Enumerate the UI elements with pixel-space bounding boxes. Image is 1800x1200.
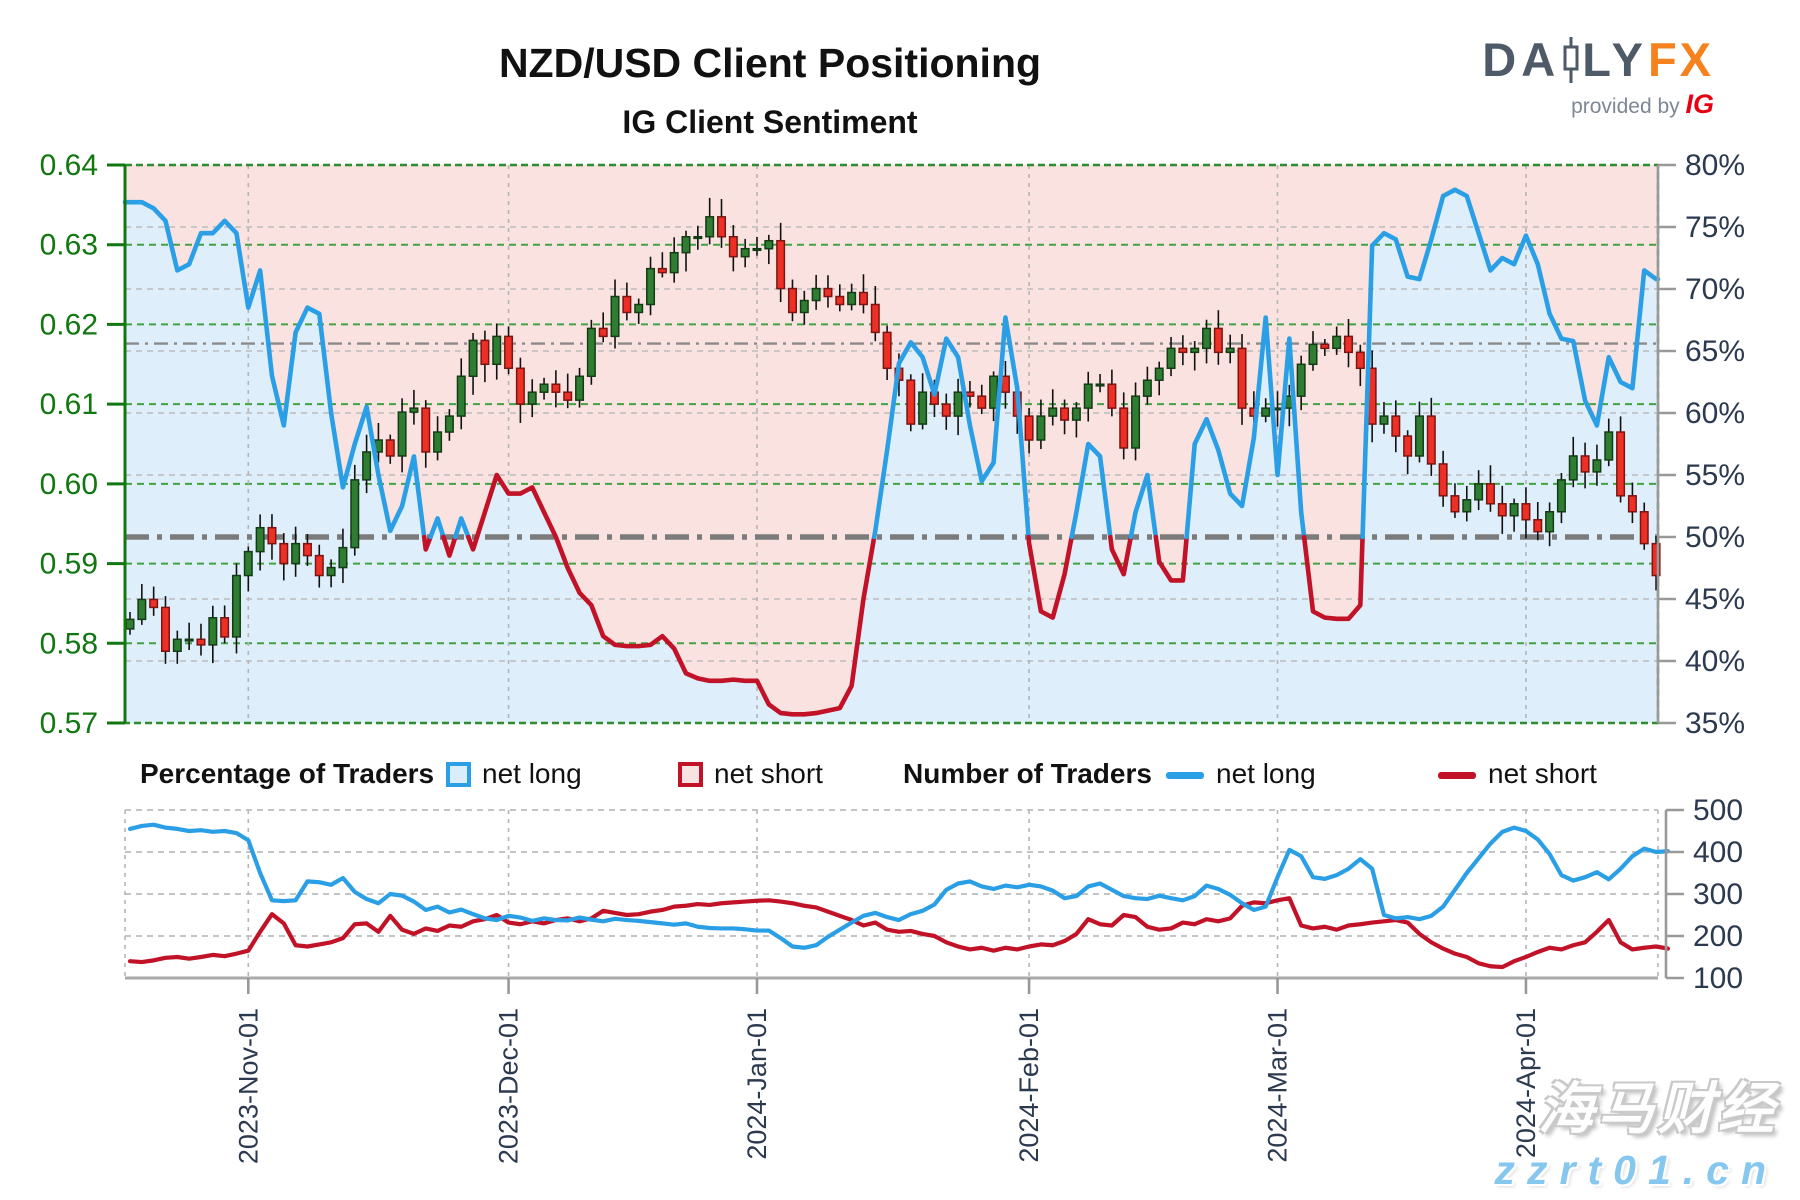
svg-text:40%: 40% [1685,645,1745,678]
price-axis-left: 0.57 0.58 0.59 0.60 0.61 0.62 0.63 0.64 [40,149,127,740]
svg-text:2023-Nov-01: 2023-Nov-01 [233,1008,263,1164]
logo-fx-text: FX [1647,33,1714,86]
svg-text:0.61: 0.61 [40,388,98,421]
svg-text:0.63: 0.63 [40,229,98,262]
count-net-long-label: net long [1216,758,1316,789]
count-net-short-swatch [1438,772,1476,779]
svg-text:2024-Mar-01: 2024-Mar-01 [1263,1008,1293,1163]
logo-provided-by: provided by IG [1482,91,1714,118]
svg-text:35%: 35% [1685,707,1745,740]
candlesticks [125,197,1661,664]
logo-candlestick-icon [1563,36,1579,83]
svg-text:400: 400 [1693,836,1743,869]
svg-text:80%: 80% [1685,149,1745,182]
svg-text:45%: 45% [1685,583,1745,616]
watermark-brand: 海马财经 [1538,1077,1778,1140]
svg-text:0.58: 0.58 [40,627,98,660]
svg-text:55%: 55% [1685,459,1745,492]
logo-da-text: DA [1482,33,1561,86]
svg-text:70%: 70% [1685,273,1745,306]
svg-text:100: 100 [1693,962,1743,995]
legend-pct-header: Percentage of Traders [140,758,435,789]
svg-text:2024-Apr-01: 2024-Apr-01 [1511,1008,1541,1158]
chart-subtitle: IG Client Sentiment [622,104,918,140]
logo-wordmark: DA LY FX [1482,36,1714,83]
svg-text:500: 500 [1693,794,1743,827]
pct-axis-right: 35% 40% 45% 50% 55% 60% 65% 70% 75% 80% [1656,149,1745,740]
svg-text:65%: 65% [1685,335,1745,368]
watermark-url: zzrt01.cn [1494,1147,1778,1193]
svg-text:50%: 50% [1685,521,1745,554]
logo-ig-text: IG [1685,89,1714,119]
legend-count-header: Number of Traders [903,758,1152,789]
net-long-count-line [127,822,1671,950]
logo-ly-text: LY [1582,33,1648,86]
svg-text:0.64: 0.64 [40,149,98,182]
svg-text:0.57: 0.57 [40,707,98,740]
svg-text:60%: 60% [1685,397,1745,430]
net-long-pct-line [122,187,1661,717]
dailyfx-logo: DA LY FX provided by IG [1482,36,1714,118]
pct-net-short-label: net short [714,758,823,789]
pct-net-short-swatch [678,762,703,787]
page-title: NZD/USD Client Positioning [498,40,1042,86]
net-short-count-line [127,896,1671,970]
count-net-short-label: net short [1488,758,1597,789]
count-net-long-swatch [1166,772,1204,779]
svg-text:2024-Jan-01: 2024-Jan-01 [742,1008,772,1160]
provided-by-text: provided by [1571,95,1680,118]
svg-text:200: 200 [1693,920,1743,953]
svg-text:0.62: 0.62 [40,308,98,341]
trader-count-panel [124,809,1671,980]
count-axis-right: 100 200 300 400 500 [1664,794,1743,995]
svg-text:0.60: 0.60 [40,468,98,501]
svg-text:2023-Dec-01: 2023-Dec-01 [494,1008,524,1164]
svg-text:0.59: 0.59 [40,548,98,581]
svg-text:300: 300 [1693,878,1743,911]
date-axis: 2023-Nov-01 2023-Dec-01 2024-Jan-01 2024-Fe… [233,978,1541,1164]
svg-text:75%: 75% [1685,211,1745,244]
svg-text:2024-Feb-01: 2024-Feb-01 [1014,1008,1044,1163]
pct-net-long-label: net long [482,758,582,789]
pct-net-long-swatch [446,762,471,787]
watermark: 海马财经 zzrt01.cn [1495,1064,1778,1194]
